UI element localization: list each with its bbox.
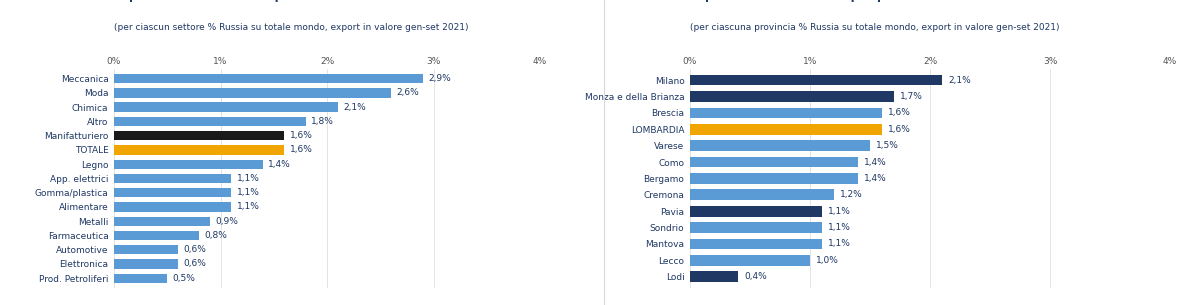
Text: 1,2%: 1,2%	[840, 190, 863, 199]
Bar	[114, 217, 210, 226]
Text: 2,9%: 2,9%	[428, 74, 451, 83]
Bar	[114, 102, 337, 112]
Bar	[690, 239, 822, 249]
Bar	[690, 189, 834, 200]
Bar	[114, 145, 284, 155]
Bar	[690, 157, 858, 167]
Bar	[690, 91, 894, 102]
Bar	[690, 75, 942, 85]
Text: 1,5%: 1,5%	[876, 141, 899, 150]
Text: (per ciascuna provincia % Russia su totale mondo, export in valore gen-set 2021): (per ciascuna provincia % Russia su tota…	[690, 23, 1060, 32]
Text: 2,6%: 2,6%	[396, 88, 419, 97]
Text: 0,8%: 0,8%	[204, 231, 228, 240]
Bar	[690, 206, 822, 217]
Text: 1,1%: 1,1%	[828, 223, 851, 232]
Bar	[690, 271, 738, 282]
Text: (per ciascun settore % Russia su totale mondo, export in valore gen-set 2021): (per ciascun settore % Russia su totale …	[114, 23, 468, 32]
Text: 1,0%: 1,0%	[816, 256, 839, 265]
Bar	[690, 255, 810, 266]
Text: 0,5%: 0,5%	[173, 274, 196, 283]
Text: 1,6%: 1,6%	[888, 125, 911, 134]
Text: 0,6%: 0,6%	[184, 260, 206, 268]
Bar	[114, 188, 232, 197]
Bar	[114, 117, 306, 126]
Text: 1,6%: 1,6%	[289, 145, 312, 154]
Bar	[114, 259, 178, 269]
Bar	[690, 124, 882, 135]
Text: 0,6%: 0,6%	[184, 245, 206, 254]
Text: 1,1%: 1,1%	[236, 203, 259, 211]
Text: 1,1%: 1,1%	[236, 188, 259, 197]
Text: 2,1%: 2,1%	[948, 76, 971, 84]
Bar	[690, 140, 870, 151]
Text: 1,6%: 1,6%	[289, 131, 312, 140]
Text: 1,7%: 1,7%	[900, 92, 923, 101]
Text: 2,1%: 2,1%	[343, 102, 366, 112]
Bar	[114, 160, 263, 169]
Text: 1,4%: 1,4%	[864, 158, 887, 167]
Bar	[114, 131, 284, 140]
Text: Esportazioni Lombardia per provincia verso la Russia: Esportazioni Lombardia per provincia ver…	[690, 0, 1043, 2]
Text: 1,1%: 1,1%	[828, 239, 851, 249]
Bar	[114, 202, 232, 212]
Bar	[114, 88, 391, 98]
Text: 1,8%: 1,8%	[311, 117, 334, 126]
Text: 0,9%: 0,9%	[215, 217, 238, 226]
Text: 1,4%: 1,4%	[269, 160, 292, 169]
Bar	[690, 222, 822, 233]
Text: 1,4%: 1,4%	[864, 174, 887, 183]
Bar	[114, 74, 422, 83]
Text: 0,4%: 0,4%	[744, 272, 767, 281]
Bar	[114, 231, 199, 240]
Text: 1,1%: 1,1%	[828, 207, 851, 216]
Bar	[690, 173, 858, 184]
Bar	[690, 108, 882, 118]
Bar	[114, 274, 167, 283]
Text: 1,1%: 1,1%	[236, 174, 259, 183]
Bar	[114, 174, 232, 183]
Text: 1,6%: 1,6%	[888, 108, 911, 117]
Text: Esportazioni Lombardia per settore verso la Russia: Esportazioni Lombardia per settore verso…	[114, 0, 454, 2]
Bar	[114, 245, 178, 254]
